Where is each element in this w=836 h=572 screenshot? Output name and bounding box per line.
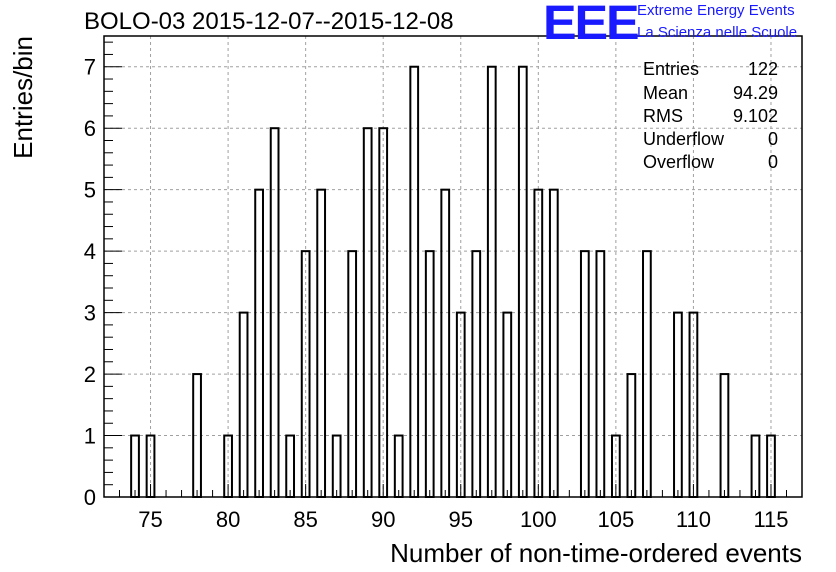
histogram-bar	[548, 188, 559, 499]
y-axis-label: Entries/bin	[8, 36, 38, 159]
stat-label-underflow: Underflow	[643, 129, 725, 149]
stat-value-rms: 9.102	[732, 106, 778, 126]
stat-label-overflow: Overflow	[643, 152, 715, 172]
eee-logo: EEE	[543, 0, 640, 50]
logo-line-1: Extreme Energy Events	[637, 2, 795, 19]
x-tick-label: 105	[598, 507, 635, 532]
y-tick-label: 2	[84, 362, 96, 387]
x-tick-label: 90	[371, 507, 395, 532]
logo-line-2: La Scienza nelle Scuole	[637, 24, 798, 41]
histogram-bar	[673, 311, 683, 498]
y-tick-label: 7	[84, 55, 96, 80]
histogram-bar	[285, 434, 296, 498]
y-tick-label: 3	[84, 301, 96, 326]
stat-value-overflow: 0	[767, 152, 778, 172]
histogram-bar	[254, 188, 264, 499]
y-tick-label: 1	[84, 424, 96, 449]
x-tick-label: 95	[449, 507, 473, 532]
histogram-bar	[750, 434, 761, 498]
stat-value-entries: 122	[747, 59, 778, 79]
histogram-bar	[440, 188, 451, 499]
y-tick-label: 4	[84, 239, 96, 264]
stat-label-entries: Entries	[643, 59, 700, 79]
x-tick-label: 75	[138, 507, 162, 532]
plot-frame	[103, 35, 803, 498]
y-tick-label: 5	[84, 178, 96, 203]
y-tick-label: 6	[84, 116, 96, 141]
histogram-bar	[393, 434, 404, 498]
stat-value-underflow: 0	[767, 129, 778, 149]
x-tick-label: 85	[293, 507, 317, 532]
histogram-bar	[409, 65, 420, 498]
histogram-bar	[331, 434, 342, 498]
stat-value-mean: 94.29	[732, 83, 778, 103]
histogram-bar	[316, 188, 327, 499]
x-tick-label: 80	[216, 507, 240, 532]
x-tick-label: 115	[753, 507, 788, 532]
histogram-bar	[517, 65, 528, 498]
x-tick-label: 100	[520, 507, 557, 532]
chart-title: BOLO-03 2015-12-07--2015-12-08	[84, 8, 454, 35]
stat-label-mean: Mean	[643, 83, 689, 103]
stat-label-rms: RMS	[643, 106, 683, 126]
histogram-bar	[486, 65, 497, 498]
y-tick-label: 0	[84, 485, 96, 510]
x-tick-label: 110	[676, 507, 711, 532]
histogram-bar	[130, 434, 140, 498]
histogram-bar	[238, 311, 249, 498]
x-axis-label: Number of non-time-ordered events	[390, 538, 802, 568]
histogram-bar	[502, 311, 513, 498]
